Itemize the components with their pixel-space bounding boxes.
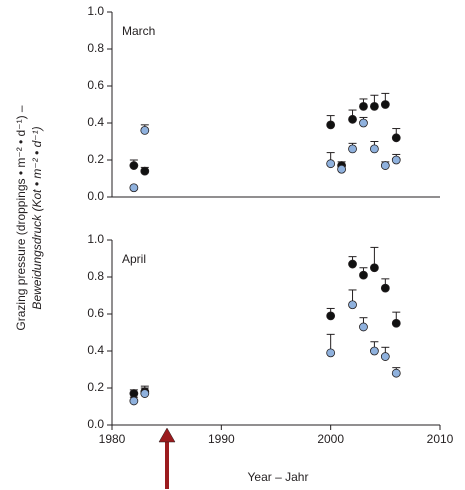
point [326,348,336,358]
x-axis-label: Year – Jahr [248,470,309,484]
point [391,318,401,328]
point [348,259,357,269]
y-tick-label: 0.0 [87,417,104,431]
point [359,101,368,111]
point [380,100,390,109]
x-tick-label: 2010 [427,432,454,446]
marker-arrow [158,427,176,489]
point [140,166,150,176]
point [369,101,379,111]
point [129,161,139,170]
point [129,183,139,193]
point [129,389,139,398]
point [140,125,150,135]
y-axis-label-german: Beweidungsdruck (Kot • m⁻² • d⁻¹) [30,126,44,309]
x-tick-label: 1980 [99,432,126,446]
y-tick-label: 0.4 [87,343,104,357]
y-tick-label: 1.0 [87,4,104,18]
y-tick-label: 0.8 [87,269,104,283]
point [348,114,357,124]
point [359,270,368,280]
point [380,283,390,293]
point [326,120,336,130]
point [359,118,368,128]
point [391,133,401,143]
y-tick-label: 0.2 [87,152,104,166]
y-tick-label: 0.2 [87,380,104,394]
point [391,368,401,378]
y-tick-label: 0.8 [87,41,104,55]
point [348,300,357,310]
panel-title: March [122,24,155,38]
point [337,164,347,174]
point [326,311,336,321]
point [359,322,368,332]
y-tick-label: 1.0 [87,232,104,246]
panel-title: April [122,252,146,266]
point [380,161,390,170]
point [369,144,379,154]
point [129,396,139,406]
point [380,352,390,361]
point [391,155,401,165]
point [348,144,357,154]
x-tick-label: 2000 [317,432,344,446]
point [369,346,379,356]
point [140,389,150,398]
y-tick-label: 0.0 [87,189,104,203]
y-tick-label: 0.6 [87,78,104,92]
point [369,263,379,273]
y-tick-label: 0.4 [87,115,104,129]
y-axis-label: Grazing pressure (droppings • m⁻² • d⁻¹)… [14,105,28,330]
point [326,159,336,169]
x-tick-label: 1990 [208,432,235,446]
y-tick-label: 0.6 [87,306,104,320]
